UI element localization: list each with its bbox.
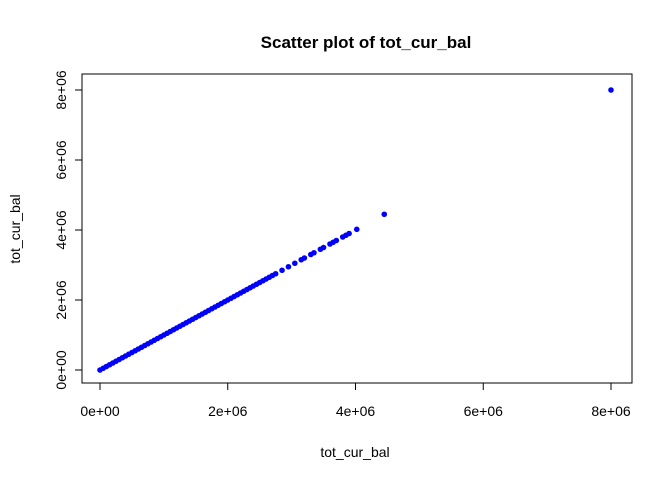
data-point bbox=[320, 244, 327, 251]
data-point bbox=[608, 87, 614, 93]
y-tick-label: 4e+06 bbox=[53, 210, 69, 250]
data-point bbox=[279, 267, 285, 274]
data-point bbox=[311, 249, 317, 256]
data-point bbox=[381, 211, 388, 218]
y-tick-label: 2e+06 bbox=[53, 280, 69, 320]
data-point bbox=[346, 230, 352, 237]
y-tick-label: 0e+00 bbox=[53, 350, 69, 390]
data-points bbox=[97, 87, 614, 373]
x-tick-label: 4e+06 bbox=[336, 403, 376, 419]
x-axis-label: tot_cur_bal bbox=[320, 444, 389, 460]
y-axis-label: tot_cur_bal bbox=[7, 194, 23, 263]
x-tick-label: 2e+06 bbox=[208, 403, 248, 419]
y-tick-label: 8e+06 bbox=[53, 70, 69, 110]
x-tick-label: 0e+00 bbox=[80, 403, 120, 419]
x-axis: 0e+00 2e+06 4e+06 6e+06 8e+06 bbox=[80, 382, 631, 419]
data-point bbox=[292, 260, 298, 267]
chart-title: Scatter plot of tot_cur_bal bbox=[261, 33, 472, 52]
data-point bbox=[333, 237, 340, 244]
data-point bbox=[353, 226, 360, 233]
data-point bbox=[272, 270, 279, 277]
data-point bbox=[301, 255, 308, 261]
data-point bbox=[285, 263, 292, 270]
y-tick-label: 6e+06 bbox=[53, 140, 69, 180]
x-tick-label: 8e+06 bbox=[591, 403, 631, 419]
x-tick-label: 6e+06 bbox=[464, 403, 504, 419]
y-axis: 0e+00 2e+06 4e+06 6e+06 8e+06 bbox=[53, 70, 83, 390]
